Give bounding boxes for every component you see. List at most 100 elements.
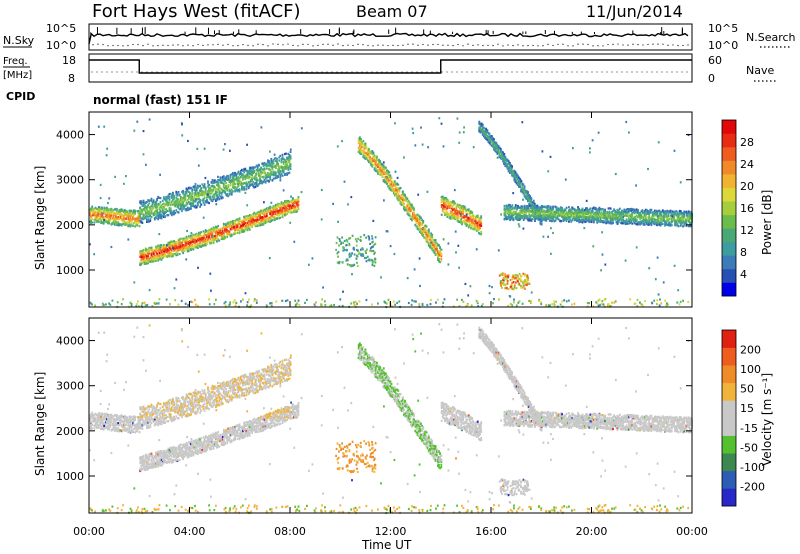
- power-cell: [181, 248, 183, 251]
- power-cell: [237, 189, 240, 192]
- power-cell: [505, 210, 508, 213]
- power-cell: [234, 228, 236, 231]
- power-cell: [218, 231, 221, 234]
- power-cell: [520, 179, 523, 182]
- power-cell: [512, 213, 515, 216]
- power-cell: [110, 222, 113, 226]
- power-cell: [212, 198, 215, 201]
- power-cell: [265, 164, 268, 167]
- nsearch-dot: [642, 44, 644, 46]
- power-cell: [361, 145, 363, 148]
- power-cell: [407, 209, 410, 212]
- nave-dot: [301, 71, 303, 73]
- power-cell: [377, 170, 379, 174]
- power-cell: [425, 225, 428, 228]
- power-cell: [408, 212, 411, 215]
- power-cell: [161, 254, 164, 257]
- power-cell: [269, 175, 272, 178]
- power-cell: [138, 211, 141, 214]
- nsearch-dot: [597, 45, 599, 47]
- power-cell: [520, 205, 523, 208]
- power-cell: [227, 174, 230, 177]
- power-cell: [107, 212, 109, 215]
- power-cell: [159, 254, 162, 257]
- power-cell: [274, 160, 277, 163]
- nave-dot: [571, 71, 573, 73]
- power-cell: [206, 242, 208, 245]
- power-cell: [509, 165, 511, 168]
- power-cell: [539, 219, 542, 222]
- power-cell: [166, 209, 169, 212]
- power-cell: [512, 171, 515, 174]
- power-cell: [438, 244, 440, 247]
- power-cell: [535, 215, 537, 218]
- power-cell: [225, 182, 227, 185]
- power-cell: [209, 188, 212, 191]
- power-cell: [221, 176, 224, 179]
- power-cell: [520, 211, 523, 214]
- power-cell: [256, 170, 259, 173]
- power-cell: [156, 211, 158, 214]
- power-cell: [157, 259, 160, 262]
- power-cell: [178, 208, 181, 211]
- power-cell: [433, 241, 436, 244]
- power-cell: [529, 209, 532, 213]
- nsearch-dot: [367, 44, 369, 47]
- power-cell: [245, 218, 248, 221]
- power-cell: [153, 212, 156, 215]
- power-cell: [530, 203, 533, 206]
- power-cell: [185, 235, 188, 238]
- power-cell: [247, 181, 250, 184]
- power-cell: [226, 226, 229, 229]
- power-cell: [503, 207, 506, 210]
- nave-dot: [596, 71, 598, 73]
- power-cell: [138, 216, 141, 219]
- power-cell: [232, 181, 234, 184]
- power-cell: [440, 253, 443, 256]
- power-cell: [515, 179, 518, 182]
- power-cell: [371, 165, 374, 168]
- power-cell: [246, 221, 249, 225]
- power-cell: [208, 196, 210, 199]
- power-cell: [449, 210, 452, 213]
- power-cell: [187, 249, 190, 252]
- power-cell: [208, 235, 210, 238]
- power-cell: [261, 218, 264, 221]
- power-cell: [229, 176, 232, 179]
- power-cell: [457, 205, 460, 208]
- power-cell: [256, 178, 259, 182]
- power-cell: [165, 255, 168, 258]
- power-cell: [386, 169, 388, 172]
- power-cell: [194, 193, 197, 196]
- power-cell: [415, 221, 418, 225]
- power-cell: [296, 203, 299, 206]
- power-cell: [149, 217, 152, 220]
- power-cell: [227, 223, 230, 226]
- power-cell: [190, 207, 192, 210]
- power-cell: [401, 203, 404, 206]
- power-cell: [444, 203, 446, 206]
- power-cell: [160, 250, 163, 253]
- power-cell: [296, 202, 299, 205]
- power-cell: [378, 170, 380, 173]
- power-cell: [139, 201, 142, 204]
- power-cell: [284, 211, 286, 214]
- power-cell: [186, 206, 189, 209]
- power-cell: [167, 254, 170, 257]
- power-cell: [268, 216, 270, 219]
- power-cell: [151, 257, 154, 260]
- cpid-label: CPID: [6, 90, 35, 103]
- power-cell: [370, 159, 373, 162]
- power-cell: [381, 174, 384, 177]
- power-cell: [484, 136, 486, 139]
- power-cell: [230, 173, 233, 176]
- power-cell: [271, 167, 274, 171]
- power-cell: [434, 241, 437, 244]
- power-cell: [187, 196, 190, 199]
- power-cell: [95, 215, 98, 218]
- power-cell: [479, 123, 482, 126]
- power-cell: [176, 204, 179, 207]
- power-cell: [115, 215, 117, 218]
- power-cell: [185, 190, 188, 193]
- power-cell: [521, 216, 524, 219]
